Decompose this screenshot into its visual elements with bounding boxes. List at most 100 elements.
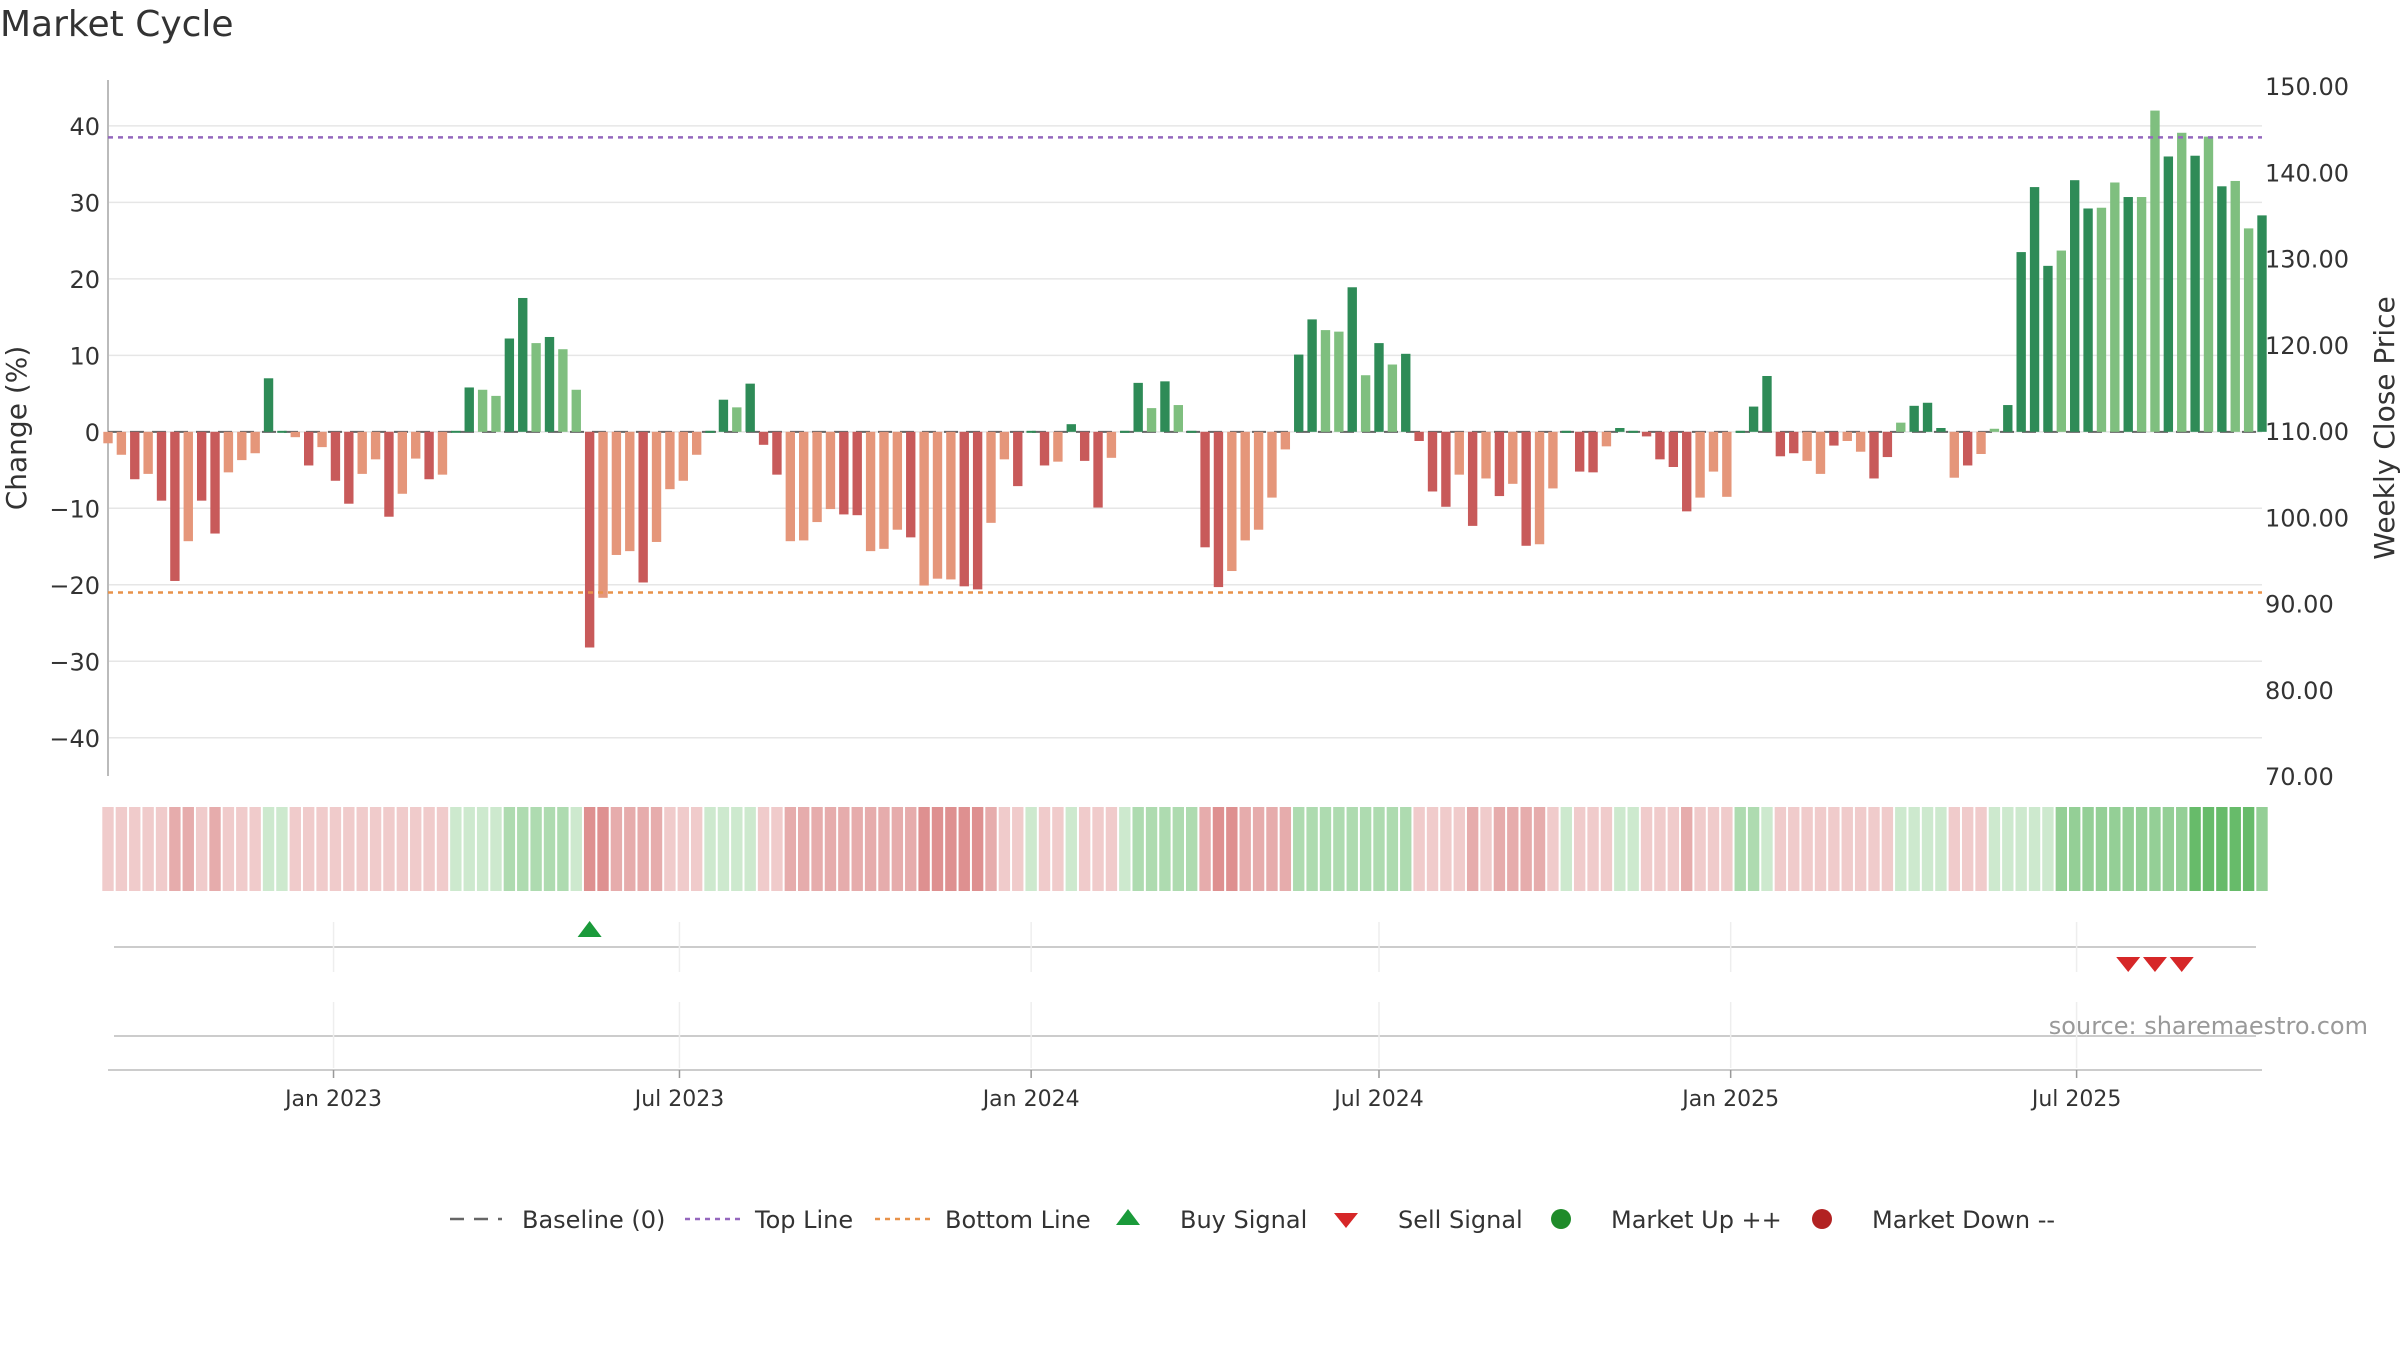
chart-bar: [1120, 430, 1130, 433]
sell-signal-marker: [2116, 957, 2141, 972]
heat-cell: [1788, 807, 1800, 891]
heat-cell: [503, 807, 516, 891]
chart-bar: [825, 431, 836, 510]
y-tick-label: 10: [69, 342, 100, 370]
heat-cell: [1052, 807, 1064, 891]
chart-bar: [1160, 381, 1170, 432]
heat-strip: [102, 807, 2268, 891]
heat-cell: [1814, 807, 1827, 891]
chart-bar: [665, 431, 675, 490]
y2-tick-label: 80.00: [2265, 677, 2334, 705]
chart-bar: [2003, 405, 2013, 432]
heat-cell: [450, 807, 462, 891]
heat-cell: [302, 807, 315, 891]
heat-cell: [1480, 807, 1492, 891]
chart-bar: [130, 431, 140, 480]
chart-bar: [2096, 207, 2107, 432]
heat-cell: [918, 807, 930, 891]
y-tick-label: 20: [69, 266, 100, 294]
chart-bar: [491, 395, 501, 432]
heat-cell: [1587, 807, 1599, 891]
heat-cell: [2015, 807, 2027, 891]
heat-cell: [169, 807, 181, 891]
heat-cell: [1975, 807, 1987, 891]
chart-bar: [330, 431, 341, 481]
legend-label: Buy Signal: [1180, 1206, 1307, 1234]
chart-bar: [2083, 208, 2093, 432]
chart-bar: [1146, 408, 1157, 432]
heat-cell: [1012, 807, 1024, 891]
heat-cell: [2109, 807, 2121, 891]
heat-cell: [383, 807, 395, 891]
chart-bar: [344, 431, 354, 504]
chart-bar: [906, 431, 916, 538]
heat-cell: [2202, 807, 2215, 891]
chart-bar: [718, 399, 729, 432]
chart-bar: [2230, 180, 2240, 432]
chart-bar: [1427, 431, 1438, 492]
chart-bar: [785, 431, 796, 542]
chart-bar: [210, 431, 220, 534]
chart-bar: [384, 431, 394, 517]
chart-bar: [1949, 431, 1959, 478]
heat-cell: [690, 807, 703, 891]
heat-cell: [1520, 807, 1532, 891]
chart-bar: [1508, 431, 1518, 484]
heat-cell: [1252, 807, 1265, 891]
chart-bar: [2070, 180, 2080, 432]
heat-cell: [1988, 807, 2001, 891]
heat-cell: [650, 807, 663, 891]
y2-tick-label: 150.00: [2265, 73, 2349, 101]
chart-bar: [959, 431, 969, 587]
heat-cell: [664, 807, 676, 891]
chart-bar: [1668, 431, 1679, 467]
heat-cell: [1038, 807, 1051, 891]
heat-cell: [1908, 807, 1920, 891]
heat-cell: [396, 807, 409, 891]
chart-bar: [932, 431, 943, 579]
heat-cell: [878, 807, 890, 891]
chart-bar: [972, 431, 983, 590]
chart-bar: [1240, 431, 1250, 541]
chart-bar: [1708, 431, 1719, 472]
chart-bar: [1173, 405, 1183, 432]
chart-bar: [758, 431, 769, 445]
signal-row: [114, 921, 2256, 972]
heat-cell: [583, 807, 596, 891]
heat-cell: [155, 807, 168, 891]
bars: [103, 110, 2267, 648]
chart-bar: [250, 431, 260, 454]
heat-cell: [771, 807, 783, 891]
chart-bar: [879, 431, 889, 549]
chart-bar: [1013, 431, 1023, 487]
heat-cell: [369, 807, 382, 891]
heat-cell: [115, 807, 128, 891]
chart-bar: [1802, 431, 1812, 461]
chart-bar: [424, 431, 434, 480]
heat-cell: [1386, 807, 1399, 891]
chart-bar: [2217, 186, 2227, 432]
heat-cell: [2095, 807, 2108, 891]
heat-cell: [1828, 807, 1840, 891]
heat-cell: [757, 807, 770, 891]
heat-cell: [1145, 807, 1158, 891]
chart-bar: [1481, 431, 1491, 479]
heat-cell: [1065, 807, 1077, 891]
heat-cell: [1734, 807, 1746, 891]
x-tick-label: Jan 2023: [283, 1087, 382, 1112]
heat-cell: [1573, 807, 1586, 891]
y2-tick-label: 100.00: [2265, 504, 2349, 532]
chart-bar: [437, 431, 448, 475]
legend-item: Buy Signal: [1116, 1206, 1307, 1234]
chart-bar: [1093, 431, 1103, 508]
gridlines: −40 −30 −20 −10 0 10 20 30 40: [49, 113, 2262, 753]
legend-label: Sell Signal: [1398, 1206, 1523, 1234]
heat-cell: [289, 807, 301, 891]
chart-bar: [1976, 431, 1986, 454]
heat-cell: [476, 807, 489, 891]
chart-bar: [1628, 430, 1638, 433]
heat-cell: [249, 807, 261, 891]
chart-bar: [1534, 431, 1545, 545]
chart-bar: [1722, 431, 1732, 497]
legend-symbol-sell: [1334, 1213, 1358, 1228]
